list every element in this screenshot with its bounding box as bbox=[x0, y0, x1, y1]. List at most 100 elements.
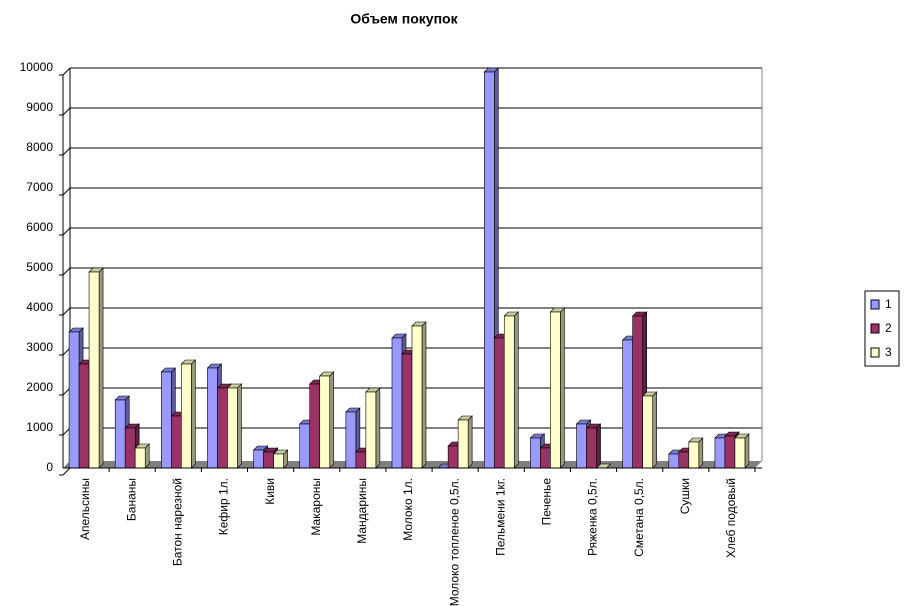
grid-line-side bbox=[62, 107, 71, 116]
bar bbox=[550, 311, 561, 469]
grid-line-side bbox=[62, 467, 71, 476]
bar-side bbox=[467, 415, 473, 469]
bar-group bbox=[134, 443, 150, 469]
x-tick-label: Сметана 0,5л. bbox=[632, 478, 646, 557]
bar bbox=[576, 423, 587, 469]
bar bbox=[273, 453, 284, 469]
grid-line-side bbox=[62, 227, 71, 236]
bar bbox=[345, 411, 357, 469]
x-tick-label: Молоко топленое 0,5л. bbox=[447, 478, 461, 606]
grid-line-side bbox=[62, 147, 71, 156]
bar-side bbox=[191, 359, 196, 469]
legend-label: 2 bbox=[885, 321, 892, 335]
x-tick-label: Ряженка 0,5л. bbox=[586, 478, 600, 556]
bar-group bbox=[226, 383, 243, 469]
grid-line-side bbox=[62, 187, 71, 196]
y-tick-label: 8000 bbox=[26, 140, 53, 154]
bar bbox=[483, 71, 495, 469]
bar bbox=[217, 387, 228, 469]
bar-group bbox=[411, 321, 427, 469]
y-tick-label: 0 bbox=[46, 460, 53, 474]
legend-label: 3 bbox=[885, 345, 892, 359]
grid-line-side bbox=[62, 67, 71, 76]
bar bbox=[503, 315, 515, 469]
bar-group bbox=[688, 437, 704, 469]
bar-side bbox=[652, 391, 657, 469]
y-tick-label: 3000 bbox=[26, 340, 53, 354]
y-tick-label: 4000 bbox=[26, 300, 53, 314]
bar bbox=[632, 315, 643, 469]
bar bbox=[114, 399, 126, 469]
x-tick-label: Апельсины bbox=[78, 478, 92, 540]
x-tick-label: Кефир 1л. bbox=[217, 478, 231, 535]
bar-side bbox=[513, 311, 519, 469]
bar bbox=[124, 427, 136, 469]
bar-side bbox=[421, 321, 427, 469]
bar-group bbox=[585, 423, 602, 469]
bar bbox=[401, 353, 413, 469]
bar-group bbox=[365, 387, 381, 469]
bar-group bbox=[88, 267, 104, 469]
bar-side bbox=[698, 437, 704, 469]
legend-swatch bbox=[870, 347, 880, 358]
x-tick-label: Бананы bbox=[124, 478, 138, 521]
x-tick-label: Мандарины bbox=[355, 478, 369, 544]
bar-side bbox=[375, 387, 381, 469]
bar bbox=[227, 387, 238, 469]
bar bbox=[207, 367, 218, 469]
bar bbox=[253, 449, 264, 469]
y-tick-label: 7000 bbox=[26, 180, 53, 194]
bar bbox=[88, 271, 100, 469]
bar bbox=[734, 437, 746, 469]
bar-group bbox=[272, 449, 289, 469]
legend-label: 1 bbox=[885, 297, 892, 311]
bar bbox=[263, 451, 274, 469]
bar bbox=[668, 453, 680, 469]
bar-side bbox=[596, 423, 601, 469]
bar bbox=[319, 375, 331, 469]
chart-title: Объем покупок bbox=[350, 11, 458, 27]
bar-side bbox=[560, 307, 565, 469]
bar bbox=[688, 441, 700, 469]
bar-group bbox=[319, 371, 335, 469]
bar bbox=[530, 437, 541, 469]
legend-box bbox=[864, 290, 900, 367]
x-tick-label: Хлеб подовый bbox=[724, 478, 738, 558]
bar bbox=[68, 331, 80, 469]
bar-group bbox=[549, 307, 566, 469]
bar-side bbox=[329, 371, 335, 469]
y-tick-label: 10000 bbox=[20, 60, 54, 74]
x-tick-label: Молоко 1л. bbox=[401, 478, 415, 541]
bar bbox=[622, 339, 633, 469]
grid-line-side bbox=[62, 307, 71, 316]
x-tick-label: Сушки bbox=[678, 478, 692, 514]
x-tick-label: Пельмени 1кг. bbox=[493, 478, 507, 556]
bar bbox=[586, 427, 597, 469]
bar bbox=[447, 445, 459, 469]
y-tick-label: 2000 bbox=[26, 380, 53, 394]
legend-swatch bbox=[870, 299, 880, 310]
bar bbox=[457, 419, 469, 469]
x-tick-label: Батон нарезной bbox=[171, 478, 185, 566]
bar bbox=[391, 337, 403, 469]
bar bbox=[540, 447, 551, 469]
grid-line-side bbox=[62, 267, 71, 276]
bar bbox=[365, 391, 377, 469]
legend-swatch bbox=[870, 323, 880, 334]
bar bbox=[411, 325, 423, 469]
bar bbox=[309, 383, 321, 469]
y-tick-label: 5000 bbox=[26, 260, 53, 274]
x-tick-label: Печенье bbox=[540, 478, 554, 526]
y-tick-label: 9000 bbox=[26, 100, 53, 114]
y-tick-label: 6000 bbox=[26, 220, 53, 234]
bar bbox=[355, 451, 367, 469]
bar bbox=[493, 337, 505, 469]
bar bbox=[724, 435, 736, 469]
bar bbox=[78, 363, 90, 469]
bar-group bbox=[503, 311, 519, 469]
bar-side bbox=[744, 433, 750, 469]
bar bbox=[161, 371, 172, 469]
bar bbox=[181, 363, 192, 469]
y-tick-label: 1000 bbox=[26, 420, 53, 434]
bar bbox=[642, 395, 653, 469]
